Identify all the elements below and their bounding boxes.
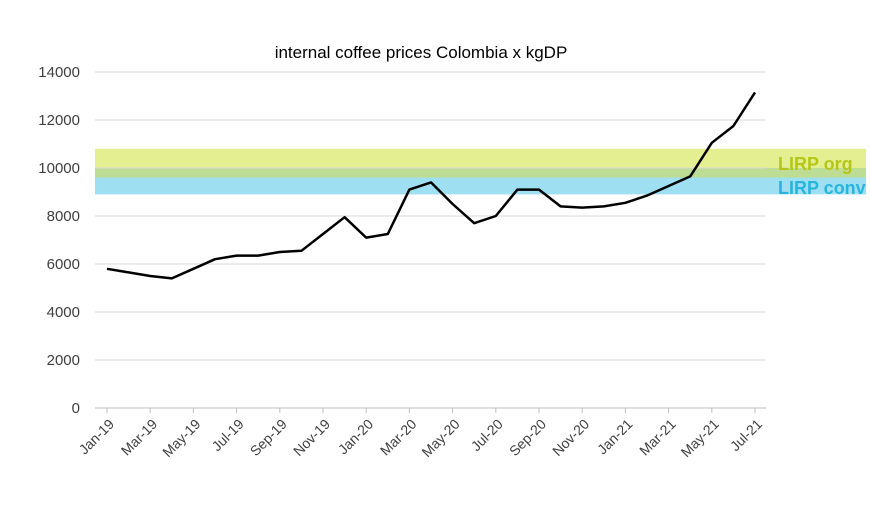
y-tick-label: 14000 [38, 64, 80, 81]
x-tick-label: May-19 [159, 416, 203, 460]
x-tick-label: Mar-19 [118, 416, 161, 459]
x-tick-label: May-20 [418, 416, 462, 460]
price-series-line [106, 91, 757, 280]
reference-bands [95, 148, 866, 195]
x-tick-label: Nov-19 [290, 416, 333, 459]
band-overlap [95, 168, 866, 178]
band-label: LIRP org [778, 154, 853, 174]
x-tick-label: Mar-21 [636, 416, 679, 459]
band-labels: LIRP org LIRP conv [778, 154, 866, 198]
x-tick-label: Sep-20 [506, 416, 549, 459]
y-tick-label: 2000 [47, 352, 80, 369]
x-tick-label: Jul-20 [468, 416, 506, 454]
x-tick-label: May-21 [678, 416, 722, 460]
x-tick-label: Mar-20 [377, 416, 420, 459]
x-tick-label: Jul-21 [727, 416, 765, 454]
gridlines [95, 71, 766, 361]
y-axis-ticks: 0 2000 4000 6000 8000 10000 12000 14000 [38, 64, 80, 417]
chart-title: internal coffee prices Colombia x kgDP [275, 43, 568, 62]
y-tick-label: 8000 [47, 208, 80, 225]
x-tick-label: Nov-20 [549, 416, 592, 459]
band-label: LIRP conv [778, 178, 866, 198]
y-tick-label: 4000 [47, 304, 80, 321]
x-tick-label: Jan-19 [76, 416, 118, 458]
y-tick-label: 12000 [38, 112, 80, 129]
x-tick-label: Jul-19 [208, 416, 246, 454]
x-tick-label: Jan-21 [594, 416, 636, 458]
x-tick-label: Sep-19 [247, 416, 290, 459]
y-tick-label: 6000 [47, 256, 80, 273]
y-tick-label: 10000 [38, 160, 80, 177]
x-tick-label: Jan-20 [335, 416, 377, 458]
y-tick-label: 0 [72, 400, 80, 417]
